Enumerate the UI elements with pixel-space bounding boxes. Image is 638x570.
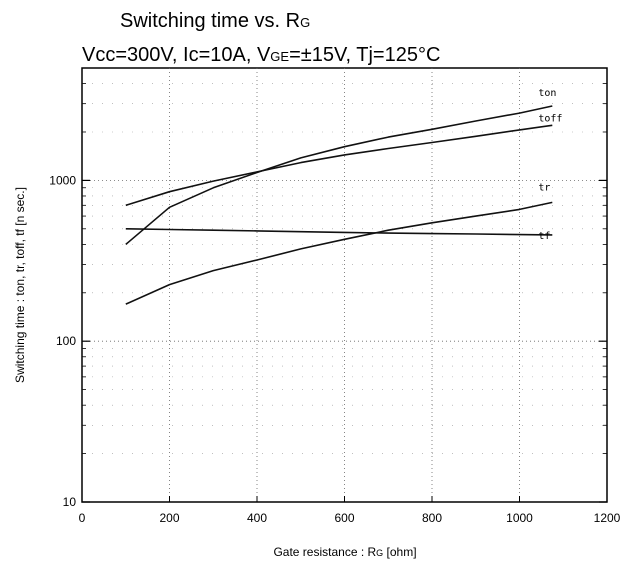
x-tick-label: 1000: [506, 511, 533, 525]
chart-subtitle-part-3: =±15V, Tj=125°C: [289, 44, 440, 66]
series-labels: ton toff tr tf: [538, 88, 562, 242]
y-tick-label: 10: [63, 495, 77, 509]
series-label-tf: tf: [538, 231, 550, 242]
y-axis-label: Switching time : ton, tr, toff, tf [n se…: [13, 187, 27, 383]
x-tick-label: 400: [247, 511, 267, 525]
series-line-ton: [125, 105, 553, 246]
chart-subtitle: Vcc=300V, Ic=10A, VGE=±15V, Tj=125°C: [82, 44, 440, 66]
y-tick-label: 1000: [49, 173, 76, 187]
x-tick-label: 600: [334, 511, 354, 525]
series-line-tf: [125, 228, 553, 236]
tick-labels: 0 200 400 600 800 1000 1200 10 100 1000: [49, 83, 621, 525]
x-axis-label-subscript: G: [376, 548, 383, 558]
chart-title-subscript: G: [300, 15, 310, 30]
x-tick-label: 1200: [594, 511, 621, 525]
series-label-ton: ton: [538, 88, 556, 99]
x-axis-label: Gate resistance : RG [ohm]: [273, 545, 416, 559]
x-tick-label: 200: [159, 511, 179, 525]
grid-lines: [82, 68, 607, 502]
series-line-tr: [125, 201, 553, 305]
x-tick-label: 800: [422, 511, 442, 525]
x-tick-label: 0: [79, 511, 86, 525]
series-label-toff: toff: [538, 113, 562, 124]
y-tick-label: 100: [56, 334, 76, 348]
chart-title-main: Switching time vs. R: [120, 10, 300, 32]
chart-subtitle-subscript: GE: [270, 49, 289, 64]
series-lines: [125, 105, 553, 305]
chart-title: Switching time vs. RG: [120, 10, 310, 32]
x-axis-label-part-3: [ohm]: [383, 545, 416, 559]
series-label-tr: tr: [538, 182, 550, 193]
x-axis-label-part-1: Gate resistance : R: [273, 545, 376, 559]
chart-subtitle-part-1: Vcc=300V, Ic=10A, V: [82, 44, 271, 66]
series-line-toff: [125, 124, 553, 207]
